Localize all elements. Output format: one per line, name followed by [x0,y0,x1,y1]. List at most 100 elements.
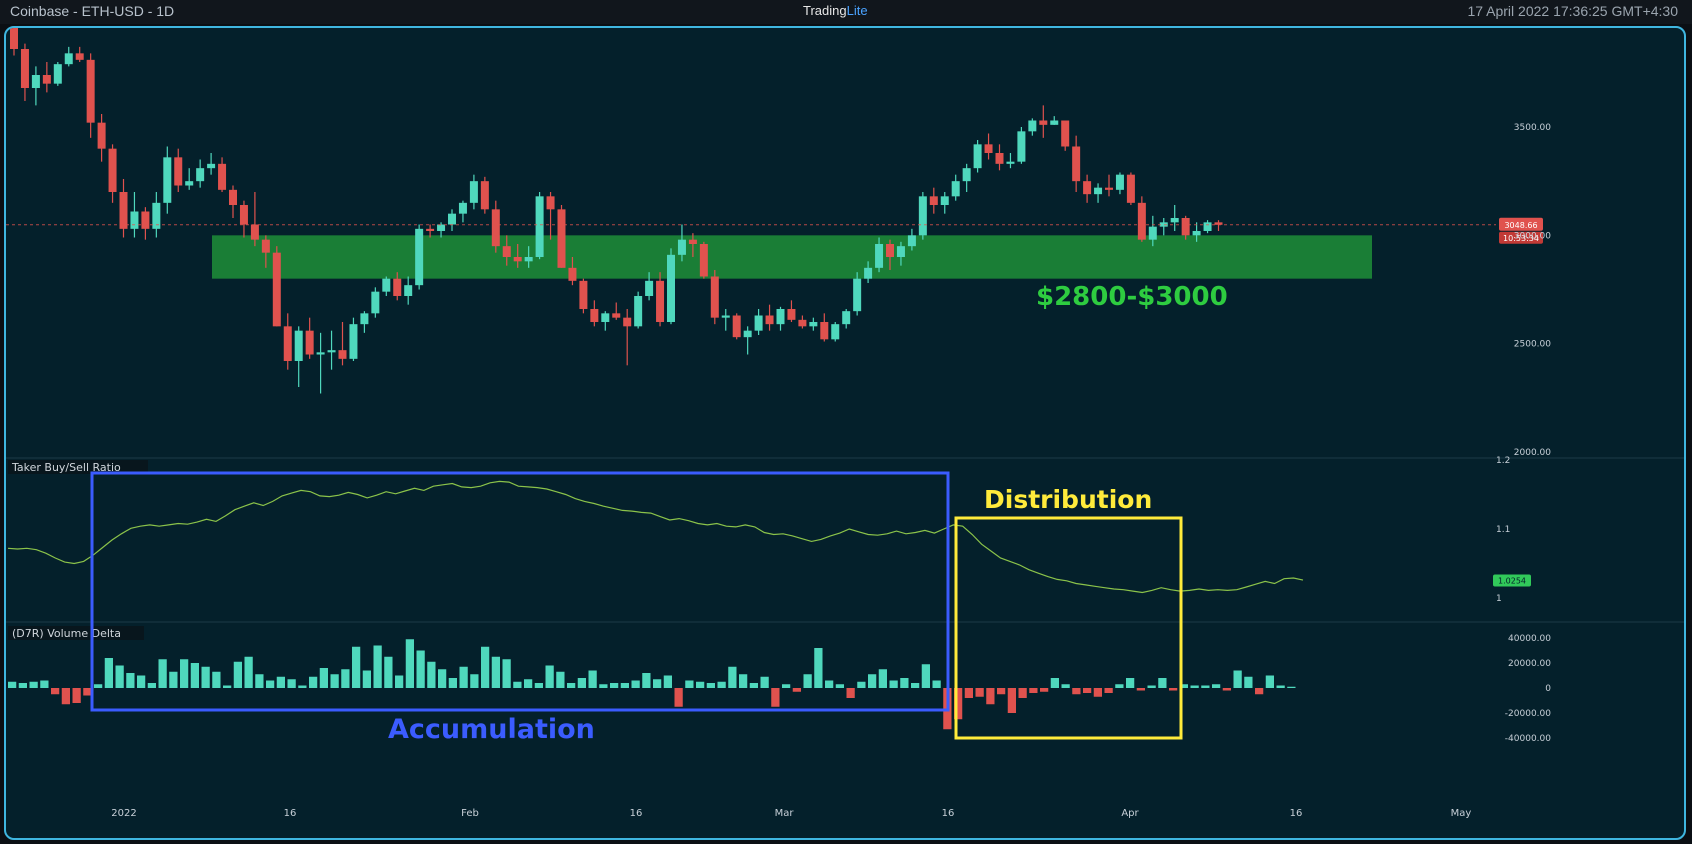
candle [962,163,971,192]
volume-bar [115,665,124,688]
candle-body [940,196,949,205]
candle-body [229,189,237,205]
candle [1192,222,1201,242]
ratio-tick-label: 1.1 [1496,525,1510,535]
candle-body [710,276,719,318]
candle-body [196,168,205,182]
candle [31,66,40,106]
distribution-box [954,516,1183,740]
candle-body [962,168,971,182]
volume-tick-label: 40000.00 [1508,634,1551,644]
candle-body [699,244,708,277]
countdown-value: 10:53:34 [1503,234,1539,243]
price-tick-label: 2000.00 [1514,448,1551,458]
candle [853,272,862,316]
ratio-last-tag [1493,574,1531,587]
current-price-tag [1499,217,1543,231]
candle-body [535,196,544,257]
candle-body [119,192,128,229]
candle-body [590,309,599,322]
volume-bar [932,680,941,688]
volume-tick-label: 20000.00 [1508,659,1551,669]
volume-bar [545,665,554,688]
candle [1137,196,1146,242]
candle [732,313,741,340]
candle-body [820,322,829,340]
volume-bar [72,688,81,703]
candle-body [1181,218,1190,236]
candle [42,62,51,93]
candle-body [426,228,435,231]
price-tick-label: 2500.00 [1514,340,1551,350]
candle [951,174,960,201]
candle [918,192,927,240]
candle [765,304,774,331]
candle [20,43,29,101]
volume-tick-label: -20000.00 [1505,709,1551,719]
time-tick-label: 16 [284,808,297,819]
candle-body [185,181,194,186]
candle [360,311,369,333]
brand-suffix: Lite [846,3,868,18]
candle-body [437,224,446,231]
candle [743,326,752,355]
ratio-panel: Taker Buy/Sell Ratio 1.0254 [7,460,1531,594]
candle-body [371,291,380,314]
volume-bar [491,656,500,688]
volume-bar [954,688,963,720]
candle [667,248,675,325]
volume-bar [384,656,393,688]
volume-bar [900,678,909,688]
candle [688,233,697,257]
volume-bar [126,673,135,688]
candle [393,272,402,301]
brand-prefix: Trading [803,3,847,18]
ratio-tick-label: 1.2 [1496,456,1510,466]
candle [546,192,555,240]
candle [754,309,763,335]
candle [1050,116,1059,125]
candle-body [546,196,555,210]
candle-body [721,315,730,318]
volume-bar [1244,676,1253,688]
distribution-label: Distribution [984,485,1152,514]
candle-body [174,157,183,186]
volume-bar [835,684,844,688]
chart-svg[interactable]: $2800-$3000 3048.66 10:53:34 Taker Buy/Se… [6,28,1684,838]
volume-bar [8,681,17,688]
candle-body [502,246,511,257]
chart-frame[interactable]: $2800-$3000 3048.66 10:53:34 Taker Buy/Se… [4,26,1686,840]
candle-body [1214,222,1223,225]
volume-bar [792,688,801,692]
volume-bar [233,661,242,688]
candle-body [272,252,281,327]
volume-bar [749,683,758,688]
candle-body [842,311,851,325]
candle-body [886,244,894,257]
candle-body [776,309,785,325]
volume-bar [1158,678,1167,688]
volume-bar [298,685,307,688]
candle [798,315,807,329]
volume-bar [513,681,522,688]
candle [250,192,259,247]
volume-bar [642,673,651,688]
candle-body [929,196,938,205]
axes: 2000.00 2500.00 3000.00 3500.00 1 1.1 1.2 -4000… [111,123,1551,819]
volume-bar [147,683,156,688]
volume-bar [330,674,339,688]
candle-body [491,209,500,247]
volume-bar [964,688,973,698]
ratio-title-bg [8,460,148,474]
volume-bar [534,683,543,688]
volume-bar [556,671,565,688]
candle-body [31,75,40,88]
volume-bar [1126,678,1135,688]
candle-body [404,285,413,296]
candle [1028,118,1037,136]
candle [831,322,840,342]
candle-body [415,228,424,286]
candle-body [798,319,807,327]
candle-body [1126,174,1135,203]
candle-body [1170,218,1179,223]
